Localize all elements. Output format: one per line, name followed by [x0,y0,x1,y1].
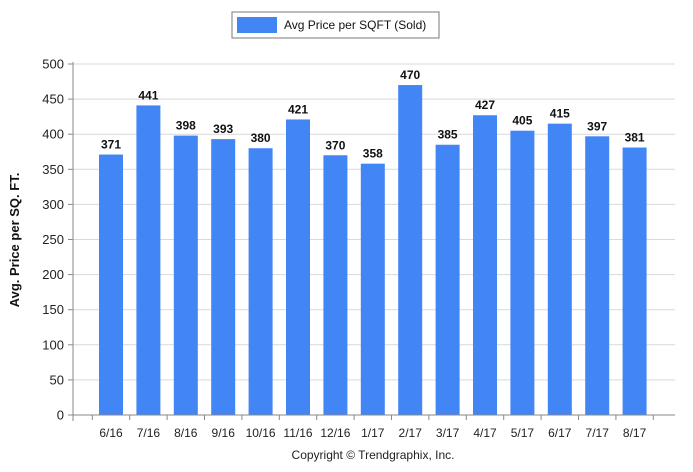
bars [99,85,647,416]
bar-value-label: 415 [550,107,570,121]
bar [136,105,161,415]
y-tick-label: 50 [50,372,64,387]
y-axis-title: Avg. Price per SQ. FT. [7,173,22,308]
bar [286,119,310,415]
bar [510,130,535,415]
y-tick-label: 0 [57,408,64,423]
x-tick-label: 5/17 [511,426,535,440]
bar-value-label: 470 [400,68,420,82]
bar [173,135,198,415]
x-tick-label: 6/16 [99,426,123,440]
bar [323,155,348,415]
y-tick-label: 500 [42,57,64,72]
bar [585,136,610,415]
bar-value-label: 427 [475,98,495,112]
legend-label: Avg Price per SQFT (Sold) [284,18,426,32]
y-tick-label: 300 [42,197,64,212]
bar-value-label: 380 [251,131,271,145]
bar-value-label: 441 [138,88,158,102]
copyright-footer: Copyright © Trendgraphix, Inc. [292,448,455,462]
y-tick-label: 250 [42,232,64,247]
bar-value-label: 421 [288,102,308,116]
x-tick-label: 10/16 [246,426,276,440]
x-tick-label: 1/17 [361,426,385,440]
y-tick-label: 450 [42,92,64,107]
bar [435,144,460,416]
bar [360,163,385,415]
x-axis: 6/16 7/16 8/16 9/16 10/16 11/16 12/16 1/17 2/17 3… [73,414,675,440]
bar [211,139,236,415]
bar-value-label: 397 [587,119,607,133]
legend-swatch [237,17,277,33]
x-tick-label: 8/17 [623,426,647,440]
x-tick-label: 11/16 [283,426,312,440]
bar [622,147,647,415]
x-tick-label: 3/17 [436,426,460,440]
y-tick-label: 400 [42,127,64,142]
x-tick-label: 9/16 [212,426,236,440]
y-tick-label: 100 [42,337,64,352]
x-tick-label: 4/17 [473,426,497,440]
y-tick-label: 350 [42,162,64,177]
x-tick-label: 8/16 [174,426,198,440]
bar-value-label: 385 [438,128,458,142]
bar-value-label: 393 [213,122,233,136]
bar-value-label: 398 [176,119,196,133]
x-tick-label: 6/17 [548,426,572,440]
bar-value-label: 371 [101,138,121,152]
x-tick-label: 12/16 [320,426,350,440]
y-tick-label: 200 [42,267,64,282]
y-tick-label: 150 [42,302,64,317]
bar [547,123,572,416]
bar [398,85,423,415]
bar [248,148,273,416]
bar [473,115,497,415]
bar [99,154,123,416]
bar-value-label: 381 [625,131,645,145]
bar-value-label: 405 [512,114,532,128]
bar-value-label: 370 [325,138,345,152]
data-labels: 371 441 398 393 380 421 370 358 470 385 427 405 415 3… [101,68,645,161]
legend: Avg Price per SQFT (Sold) [231,11,440,39]
bar-value-label: 358 [363,147,383,161]
y-axis: 0 50 100 150 200 250 300 350 400 450 500 [42,57,74,423]
x-tick-label: 7/16 [137,426,161,440]
x-tick-label: 7/17 [586,426,610,440]
x-tick-label: 2/17 [399,426,423,440]
